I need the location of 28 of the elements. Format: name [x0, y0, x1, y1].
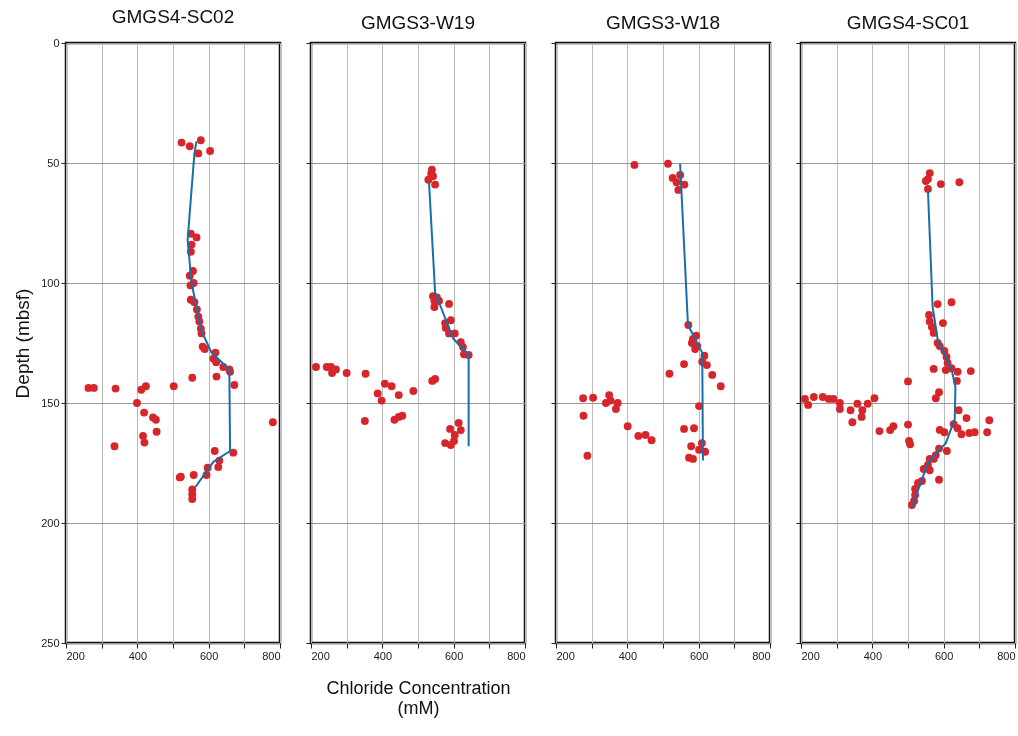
y-tick-label: 100: [41, 276, 60, 289]
x-tick-label: 600: [444, 649, 464, 662]
chart-title: GMGS3-W18: [605, 11, 721, 33]
x-tick-label: 400: [618, 649, 638, 662]
x-tick-label: 400: [128, 649, 148, 662]
x-tick-label: 600: [934, 649, 954, 662]
x-tick-label: 400: [373, 649, 393, 662]
x-tick-label: 800: [507, 649, 526, 662]
y-tick-label: 200: [41, 516, 60, 529]
chart-title: GMGS4-SC02: [111, 6, 235, 27]
chart-title: GMGS4-SC01: [846, 11, 970, 33]
chart-title: GMGS3-W19: [360, 11, 476, 33]
y-tick-label: 50: [47, 156, 60, 169]
x-tick-label: 200: [556, 649, 575, 662]
x-tick-label: 600: [199, 649, 219, 662]
y-axis-title: Depth (mbsf): [12, 288, 34, 399]
x-tick-label: 200: [66, 649, 85, 662]
y-tick-label: 150: [41, 396, 60, 409]
x-axis-title: Chloride Concentration (mM): [326, 677, 511, 718]
y-tick-label: 250: [41, 636, 60, 649]
x-tick-label: 800: [262, 649, 281, 662]
x-tick-label: 800: [752, 649, 771, 662]
x-tick-label: 600: [689, 649, 709, 662]
x-tick-label: 800: [997, 649, 1016, 662]
x-tick-label: 400: [863, 649, 883, 662]
x-tick-label: 200: [801, 649, 820, 662]
y-tick-label: 0: [53, 36, 60, 49]
x-tick-label: 200: [311, 649, 330, 662]
